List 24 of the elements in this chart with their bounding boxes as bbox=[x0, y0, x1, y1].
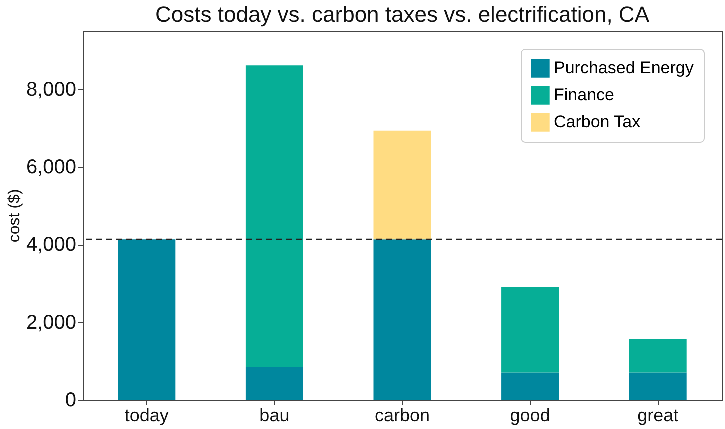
y-tick-label: 0 bbox=[65, 390, 76, 412]
y-tick-label: 4,000 bbox=[26, 234, 76, 256]
bar bbox=[246, 66, 304, 368]
x-tick-label: bau bbox=[260, 406, 290, 426]
legend-label: Purchased Energy bbox=[554, 58, 694, 78]
bar bbox=[502, 286, 560, 373]
x-tick-label: today bbox=[124, 406, 169, 426]
bar bbox=[246, 367, 304, 400]
bar bbox=[118, 240, 176, 400]
bar bbox=[374, 130, 432, 240]
y-tick-label: 6,000 bbox=[26, 156, 76, 178]
bar bbox=[629, 372, 687, 400]
bar bbox=[502, 372, 560, 400]
y-axis-title: cost ($) bbox=[6, 189, 24, 243]
x-tick-label: great bbox=[638, 406, 679, 426]
x-tick-label: carbon bbox=[374, 406, 430, 426]
chart-title: Costs today vs. carbon taxes vs. electrification, CA bbox=[156, 2, 650, 27]
bar bbox=[629, 339, 687, 373]
x-tick-label: good bbox=[510, 406, 550, 426]
y-tick-label: 8,000 bbox=[26, 78, 76, 101]
bar bbox=[374, 240, 432, 400]
y-tick-label: 2,000 bbox=[26, 312, 76, 334]
legend-label: Finance bbox=[554, 86, 614, 104]
legend-label: Carbon Tax bbox=[554, 112, 642, 132]
